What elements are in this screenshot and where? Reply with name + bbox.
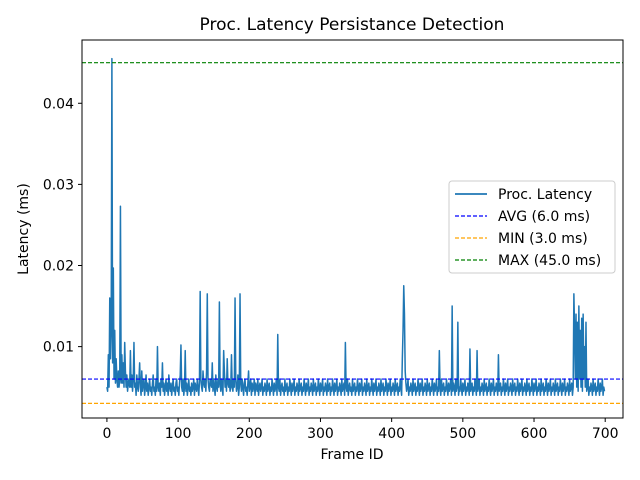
x-tick-label: 200 xyxy=(236,426,263,442)
y-axis-label: Latency (ms) xyxy=(16,183,32,275)
chart-title: Proc. Latency Persistance Detection xyxy=(200,15,505,35)
x-axis-label: Frame ID xyxy=(321,447,384,463)
y-tick-label: 0.02 xyxy=(43,259,74,275)
x-tick-label: 700 xyxy=(592,426,619,442)
x-tick-label: 300 xyxy=(307,426,334,442)
legend-label-3: MAX (45.0 ms) xyxy=(498,253,601,269)
y-tick-label: 0.04 xyxy=(43,96,74,112)
x-tick-label: 500 xyxy=(449,426,476,442)
legend-label-2: MIN (3.0 ms) xyxy=(498,231,588,247)
x-tick-label: 400 xyxy=(378,426,405,442)
y-tick-label: 0.03 xyxy=(43,177,74,193)
legend: Proc. Latency AVG (6.0 ms) MIN (3.0 ms) MAX… xyxy=(448,180,616,274)
plot-frame xyxy=(81,39,624,419)
legend-label-1: AVG (6.0 ms) xyxy=(498,209,590,225)
legend-box xyxy=(448,180,616,274)
x-tick-label: 100 xyxy=(165,426,192,442)
legend-label-0: Proc. Latency xyxy=(498,187,592,203)
y-tick-label: 0.01 xyxy=(43,340,74,356)
x-tick-label: 600 xyxy=(521,426,548,442)
series-line-0 xyxy=(106,57,606,397)
x-tick-label: 0 xyxy=(102,426,111,442)
